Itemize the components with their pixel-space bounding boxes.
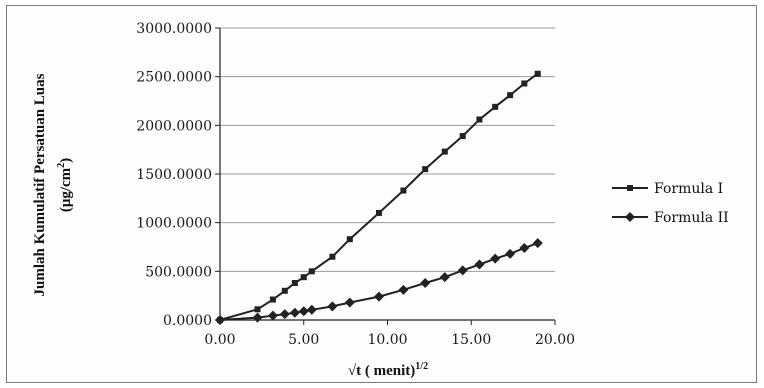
point-s2-6 <box>306 304 317 315</box>
point-s1-1 <box>254 306 261 313</box>
x-tick-label-0: 0.00 <box>204 332 235 348</box>
point-s1-3 <box>281 287 288 294</box>
point-s1-18 <box>534 70 541 77</box>
point-s1-9 <box>375 209 382 216</box>
point-s1-6 <box>308 268 315 275</box>
y-tick-labels: 0.0000 500.0000 1000.0000 1500.0000 2000.000… <box>136 21 212 329</box>
point-s1-10 <box>400 187 407 194</box>
series-group <box>215 70 543 325</box>
point-s2-7 <box>327 301 338 312</box>
point-s1-5 <box>300 274 307 281</box>
point-s1-17 <box>521 80 528 87</box>
y-tick-label-5: 2500.0000 <box>136 70 212 86</box>
y-tick-label-4: 2000.0000 <box>136 118 212 134</box>
point-s1-2 <box>269 296 276 303</box>
legend: Formula I Formula II <box>612 181 729 226</box>
point-s2-1 <box>252 312 263 323</box>
point-s2-3 <box>279 309 290 320</box>
legend-label-2: Formula II <box>654 210 729 226</box>
x-tick-label-3: 15.00 <box>451 332 491 348</box>
point-s2-14 <box>474 259 485 270</box>
x-tick-label-4: 20.00 <box>535 332 575 348</box>
legend-marker-1 <box>627 185 633 191</box>
y-tick-label-6: 3000.0000 <box>136 21 212 37</box>
point-s1-4 <box>291 280 298 287</box>
point-s2-8 <box>344 297 355 308</box>
point-s2-13 <box>457 265 468 276</box>
point-s2-17 <box>519 242 530 253</box>
y-tick-label-0: 0.0000 <box>163 313 212 329</box>
y-axis-label-line1: Jumlah Kumulatif Persatuan Luas <box>32 73 48 296</box>
legend-marker-2 <box>625 212 635 222</box>
point-s1-13 <box>459 133 466 140</box>
point-s2-0 <box>215 315 225 325</box>
y-axis-unit: (μg/cm <box>58 167 74 212</box>
x-axis-label-sup: 1/2 <box>415 361 428 372</box>
point-s2-16 <box>505 248 516 259</box>
point-s2-15 <box>490 253 501 264</box>
series-line-1 <box>219 72 539 321</box>
point-s1-15 <box>492 103 499 110</box>
point-s1-14 <box>476 116 483 123</box>
y-axis-unit-sup: 2 <box>56 163 67 168</box>
point-s2-9 <box>373 291 384 302</box>
legend-label-1: Formula I <box>654 181 723 197</box>
y-tick-label-3: 1500.0000 <box>136 167 212 183</box>
point-s2-18 <box>532 238 543 249</box>
x-tick-labels: 0.00 5.00 10.00 15.00 20.00 <box>204 332 575 348</box>
x-tick-label-1: 5.00 <box>288 332 319 348</box>
y-tick-label-2: 1000.0000 <box>136 216 212 232</box>
point-s2-12 <box>439 272 450 283</box>
point-s1-12 <box>441 148 448 155</box>
y-tick-label-1: 500.0000 <box>145 264 212 280</box>
point-s2-4 <box>289 307 300 318</box>
x-tick-label-2: 10.00 <box>367 332 407 348</box>
point-s1-11 <box>422 166 429 173</box>
axes <box>215 27 556 325</box>
x-axis-label-main: √t ( menit) <box>348 363 415 379</box>
y-axis-unit-close: ) <box>58 158 74 163</box>
point-s2-11 <box>420 278 431 289</box>
series-line-2 <box>219 242 539 321</box>
y-axis-label-line2: (μg/cm2) <box>56 158 74 212</box>
x-axis-label: √t ( menit)1/2 <box>348 361 428 379</box>
gridlines <box>220 27 555 272</box>
point-s1-7 <box>329 253 336 260</box>
point-s2-10 <box>398 284 409 295</box>
point-s1-8 <box>346 236 353 243</box>
point-s1-16 <box>507 92 514 99</box>
point-s2-2 <box>267 310 278 321</box>
point-s2-5 <box>298 306 309 317</box>
